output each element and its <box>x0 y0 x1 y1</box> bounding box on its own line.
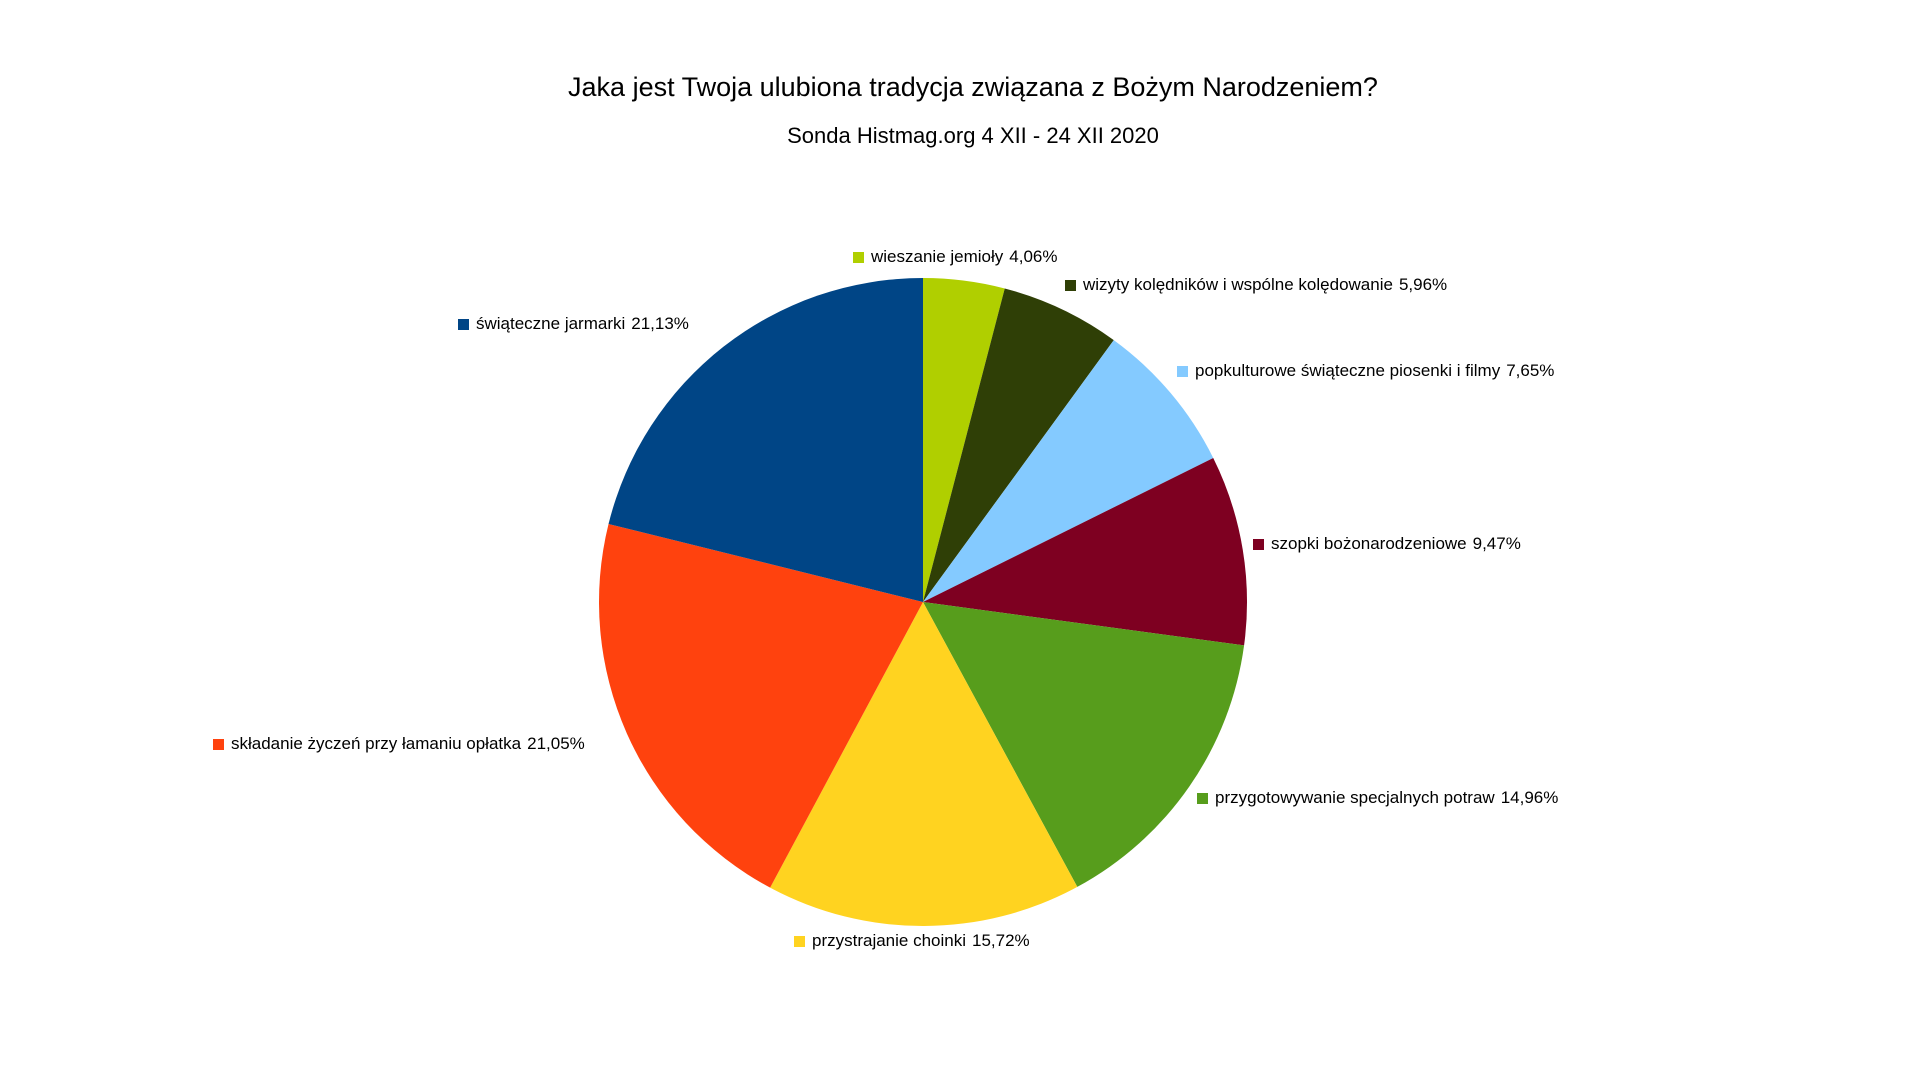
pie-slice <box>923 288 1114 602</box>
chart-subtitle: Sonda Histmag.org 4 XII - 24 XII 2020 <box>787 123 1159 148</box>
label-name: świąteczne jarmarki <box>476 314 625 333</box>
label-name: popkulturowe świąteczne piosenki i filmy <box>1195 361 1501 380</box>
data-label: wizyty kolędników i wspólne kolędowanie 5… <box>1082 275 1447 294</box>
data-label: przystrajanie choinki 15,72% <box>812 931 1030 950</box>
pie-slice <box>770 602 1078 926</box>
legend-marker <box>458 319 469 330</box>
label-value: 21,05% <box>527 734 585 753</box>
label-value: 15,72% <box>972 931 1030 950</box>
pie-slice <box>923 602 1245 887</box>
legend-marker <box>1253 539 1264 550</box>
pie-slice <box>923 340 1214 602</box>
legend-marker <box>1177 366 1188 377</box>
label-name: wizyty kolędników i wspólne kolędowanie <box>1082 275 1393 294</box>
legend-marker <box>1197 793 1208 804</box>
label-name: wieszanie jemioły <box>870 247 1004 266</box>
label-value: 9,47% <box>1473 534 1521 553</box>
legend-marker <box>794 936 805 947</box>
label-value: 21,13% <box>631 314 689 333</box>
data-label: popkulturowe świąteczne piosenki i filmy… <box>1195 361 1554 380</box>
data-label: składanie życzeń przy łamaniu opłatka 21,… <box>231 734 585 753</box>
legend-marker <box>1065 280 1076 291</box>
data-label: przygotowywanie specjalnych potraw 14,96% <box>1215 788 1558 807</box>
label-value: 14,96% <box>1501 788 1559 807</box>
label-name: przygotowywanie specjalnych potraw <box>1215 788 1495 807</box>
label-value: 4,06% <box>1009 247 1057 266</box>
data-label: świąteczne jarmarki 21,13% <box>476 314 689 333</box>
label-name: przystrajanie choinki <box>812 931 966 950</box>
data-label: szopki bożonarodzeniowe 9,47% <box>1271 534 1521 553</box>
label-value: 5,96% <box>1399 275 1447 294</box>
label-name: szopki bożonarodzeniowe <box>1271 534 1467 553</box>
data-label: wieszanie jemioły 4,06% <box>870 247 1057 266</box>
chart-title: Jaka jest Twoja ulubiona tradycja związa… <box>568 72 1378 102</box>
pie-slice <box>599 523 923 888</box>
pie-slice <box>608 278 923 602</box>
legend-marker <box>213 739 224 750</box>
label-value: 7,65% <box>1506 361 1554 380</box>
label-name: składanie życzeń przy łamaniu opłatka <box>231 734 522 753</box>
pie-slice <box>923 278 1005 602</box>
legend-marker <box>853 252 864 263</box>
pie-slice <box>923 457 1247 646</box>
